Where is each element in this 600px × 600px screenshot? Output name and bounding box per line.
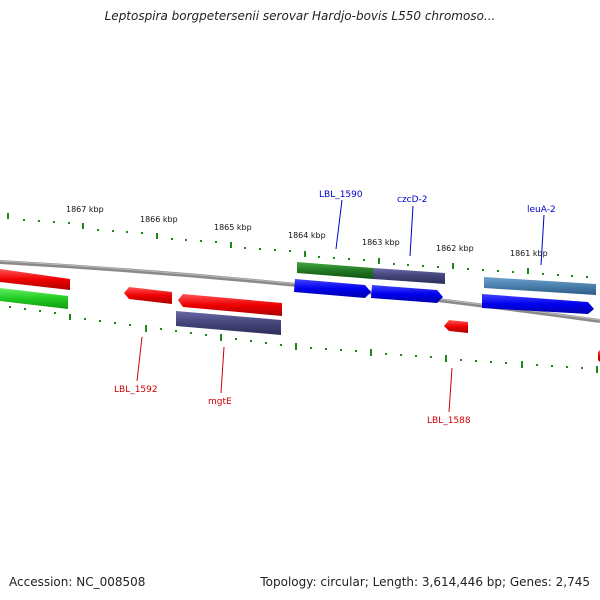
gene-feature-leuA-2-upper[interactable]	[484, 277, 596, 295]
scale-label-1865: 1865 kbp	[214, 223, 252, 232]
scale-label-1866: 1866 kbp	[140, 215, 178, 224]
gene-feature-LBL-1592[interactable]	[124, 287, 172, 304]
scale-label-1862: 1862 kbp	[436, 244, 474, 253]
gene-label-leuA-2[interactable]: leuA-2	[527, 205, 556, 215]
leader-line-mgtE	[220, 346, 225, 394]
gene-feature-leuA-2-blue[interactable]	[482, 294, 594, 314]
scale-label-1863: 1863 kbp	[362, 238, 400, 247]
scale-label-1867: 1867 kbp	[66, 205, 104, 214]
upper-tick-track	[7, 213, 588, 278]
leader-line-LBL-1588	[448, 367, 453, 413]
gene-label-LBL-1588[interactable]: LBL_1588	[427, 416, 471, 426]
gene-feature-LBL-1588[interactable]	[444, 320, 468, 333]
gene-feature-green-left[interactable]	[0, 288, 68, 309]
gene-feature-mgtE-red[interactable]	[178, 294, 282, 316]
accession-text: Accession: NC_008508	[9, 575, 146, 589]
map-title: Leptospira borgpetersenii serovar Hardjo…	[104, 9, 496, 23]
genome-summary-text: Topology: circular; Length: 3,614,446 bp…	[260, 575, 590, 589]
scale-label-1864: 1864 kbp	[288, 231, 326, 240]
leader-line-LBL-1592	[136, 336, 143, 382]
leader-line-leuA-2	[540, 214, 545, 266]
gene-feature-czcD-2-upper[interactable]	[373, 268, 445, 284]
gene-label-czcD-2[interactable]: czcD-2	[397, 195, 428, 205]
gene-label-LBL-1592[interactable]: LBL_1592	[114, 385, 158, 395]
gene-label-LBL-1590[interactable]: LBL_1590	[319, 190, 363, 200]
gene-feature-czcD-2-blue[interactable]	[371, 285, 443, 303]
leader-line-czcD-2	[409, 205, 414, 257]
gene-feature-mgtE-purple[interactable]	[176, 311, 281, 335]
gene-feature-blue-1[interactable]	[294, 279, 371, 298]
gene-feature-LBL-1590[interactable]	[297, 262, 373, 279]
scale-label-1861: 1861 kbp	[510, 249, 548, 258]
gene-label-mgtE[interactable]: mgtE	[208, 397, 232, 407]
leader-line-LBL-1590	[335, 199, 343, 250]
lower-tick-track	[9, 306, 598, 373]
gene-feature-red-left-upper[interactable]	[0, 269, 70, 290]
